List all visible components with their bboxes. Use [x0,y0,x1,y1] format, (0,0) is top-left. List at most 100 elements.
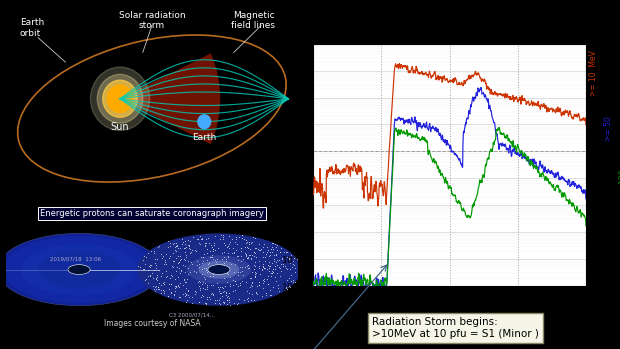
Point [180,293,190,299]
Point [219,260,229,266]
Point [269,256,279,262]
Point [178,291,188,297]
Point [197,260,207,266]
Point [231,236,241,242]
Circle shape [97,74,143,123]
Point [146,262,156,268]
Point [219,288,229,294]
Text: 2019/07/18  13:06: 2019/07/18 13:06 [50,257,101,261]
Point [173,284,183,289]
Point [206,282,216,288]
Point [264,263,273,269]
Point [151,283,161,288]
Point [189,268,199,273]
Point [174,274,184,280]
Text: >= 10  MeV: >= 10 MeV [588,50,598,96]
Point [224,295,234,300]
Point [145,273,155,279]
Point [224,297,234,302]
Point [206,255,216,260]
Point [245,275,255,281]
Point [156,288,166,293]
Circle shape [208,265,230,274]
Point [198,254,208,259]
Point [269,258,279,264]
Point [212,280,222,286]
Point [259,266,269,271]
Point [180,239,190,244]
Point [244,265,254,270]
Text: Sun: Sun [111,122,130,132]
Point [202,267,211,273]
Point [179,277,189,283]
Point [153,284,163,289]
Point [149,250,159,256]
Point [260,266,270,271]
Point [232,283,242,289]
Point [250,273,260,279]
Circle shape [187,255,251,284]
Point [254,263,264,268]
Point [151,260,161,266]
Point [174,265,184,270]
Text: Earth
orbit: Earth orbit [20,18,44,38]
Point [184,294,194,300]
Point [219,284,229,289]
Point [201,301,211,306]
Point [184,243,194,249]
Point [183,271,193,276]
Point [193,236,203,242]
Point [244,241,254,247]
Point [205,294,215,299]
Point [219,262,229,268]
Circle shape [38,252,120,288]
Point [162,273,172,279]
Point [234,269,244,275]
Point [273,285,283,291]
Point [249,253,259,259]
Point [164,293,174,299]
Point [218,300,228,305]
Point [230,278,240,283]
Circle shape [103,80,137,117]
Point [202,295,212,300]
Point [263,247,273,253]
Point [268,284,278,290]
Point [140,254,149,259]
Point [164,281,174,287]
Point [216,232,226,238]
Point [195,285,205,291]
Point [159,290,169,296]
Point [288,261,298,267]
Point [190,291,200,297]
Point [210,247,220,253]
Point [258,249,268,254]
Point [209,240,219,246]
Point [181,291,191,297]
Point [258,263,268,269]
Point [210,300,219,306]
Point [236,253,246,259]
Point [170,276,180,282]
Point [223,265,232,270]
Point [208,267,218,273]
Point [222,279,232,285]
Point [284,256,294,262]
Point [263,274,273,279]
Circle shape [137,233,301,306]
Point [224,290,234,296]
Point [185,238,195,244]
Circle shape [3,236,155,303]
Point [164,286,174,292]
Point [180,279,190,285]
Point [145,264,155,270]
Point [194,283,204,288]
Point [265,252,275,258]
Point [169,291,179,297]
Point [254,282,264,288]
Point [229,269,239,275]
Point [192,258,202,263]
Point [265,292,275,298]
Point [171,240,181,246]
Point [231,235,241,240]
